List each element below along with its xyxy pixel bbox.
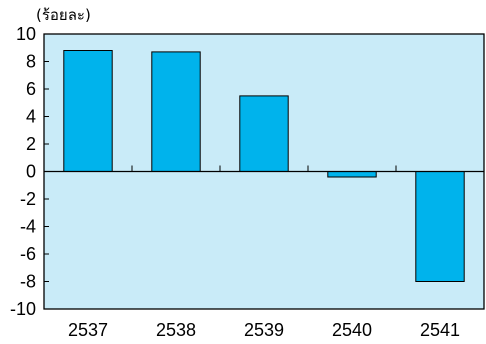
y-tick-label: 2 bbox=[26, 134, 36, 154]
x-tick-label: 2540 bbox=[332, 320, 372, 340]
x-tick-label: 2538 bbox=[156, 320, 196, 340]
bar-2541 bbox=[415, 171, 465, 282]
bar-2540 bbox=[327, 171, 377, 178]
y-tick-label: 0 bbox=[26, 162, 36, 182]
y-axis-unit-label: (ร้อยละ) bbox=[36, 6, 91, 24]
x-tick-marks bbox=[131, 165, 397, 172]
y-tick-label: -4 bbox=[20, 217, 36, 237]
x-tick-label: 2541 bbox=[420, 320, 460, 340]
y-tick-label: -8 bbox=[20, 272, 36, 292]
y-tick-label: 6 bbox=[26, 79, 36, 99]
x-tick-label: 2539 bbox=[244, 320, 284, 340]
y-axis-ticks: 10 8 6 4 2 0 -2 -4 -6 -8 -10 bbox=[10, 24, 49, 319]
bar-2537 bbox=[63, 50, 113, 172]
y-tick-label: 4 bbox=[26, 107, 36, 127]
y-tick-label: 10 bbox=[16, 24, 36, 44]
bar-2539 bbox=[239, 95, 289, 172]
x-axis-labels: 2537 2538 2539 2540 2541 bbox=[68, 320, 460, 340]
y-tick-label: 8 bbox=[26, 52, 36, 72]
y-tick-label: -2 bbox=[20, 189, 36, 209]
bar-2538 bbox=[151, 51, 201, 172]
x-tick-label: 2537 bbox=[68, 320, 108, 340]
y-tick-label: -10 bbox=[10, 299, 36, 319]
y-tick-label: -6 bbox=[20, 244, 36, 264]
